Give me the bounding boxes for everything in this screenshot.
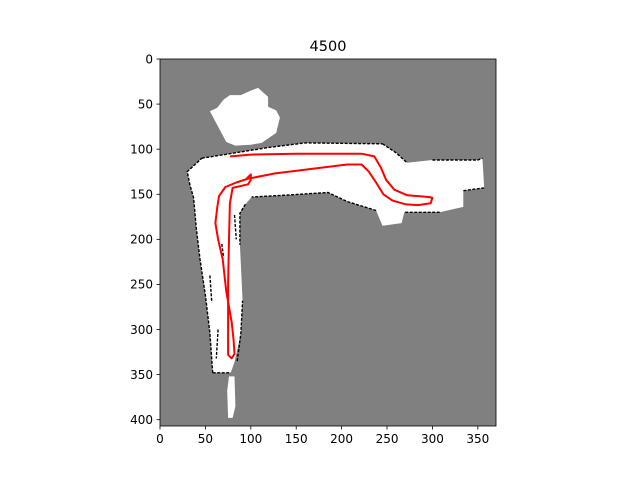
y-tick-label: 0 bbox=[145, 52, 153, 66]
free-space-region-1 bbox=[209, 87, 280, 146]
occupied-cells-2 bbox=[382, 143, 408, 164]
y-tick-label: 350 bbox=[130, 368, 153, 382]
x-tick-label: 150 bbox=[285, 432, 308, 446]
trajectory-layer bbox=[214, 152, 434, 360]
occupied-cells-0 bbox=[186, 157, 203, 186]
occupied-cells-13 bbox=[221, 243, 225, 258]
occupied-cells-14 bbox=[233, 214, 237, 240]
x-tick-label: 100 bbox=[239, 432, 262, 446]
x-axis: 0 50 100 150 200 250 300 350 bbox=[156, 426, 489, 446]
occupied-cells-6 bbox=[251, 191, 377, 212]
y-tick-label: 50 bbox=[138, 97, 153, 111]
x-tick-label: 350 bbox=[466, 432, 489, 446]
trajectory-line-0 bbox=[214, 152, 434, 360]
occupied-cells-3 bbox=[432, 157, 483, 161]
occupied-cells-1 bbox=[201, 142, 383, 159]
free-space-region-0 bbox=[187, 142, 485, 373]
occupied-cells-9 bbox=[236, 300, 244, 362]
y-tick-label: 150 bbox=[130, 188, 153, 202]
y-tick-label: 100 bbox=[130, 142, 153, 156]
x-tick-label: 50 bbox=[198, 432, 213, 446]
y-tick-label: 200 bbox=[130, 233, 153, 247]
x-tick-label: 200 bbox=[330, 432, 353, 446]
x-tick-label: 250 bbox=[376, 432, 399, 446]
x-tick-label: 300 bbox=[421, 432, 444, 446]
y-tick-label: 400 bbox=[130, 413, 153, 427]
occupancy-map bbox=[186, 87, 485, 418]
y-tick-label: 250 bbox=[130, 278, 153, 292]
occupied-cells-11 bbox=[215, 329, 219, 359]
y-tick-label: 300 bbox=[130, 323, 153, 337]
y-axis: 0 50 100 150 200 250 300 350 400 bbox=[130, 52, 160, 427]
x-tick-label: 0 bbox=[156, 432, 164, 446]
occupied-cells-4 bbox=[463, 187, 485, 192]
occupied-cells-8 bbox=[189, 185, 214, 373]
plot-frame bbox=[159, 58, 497, 427]
occupied-cells-7 bbox=[239, 203, 246, 245]
chart-title: 4500 bbox=[310, 39, 347, 55]
occupied-cells-12 bbox=[209, 275, 213, 303]
free-space-region-2 bbox=[227, 376, 236, 418]
